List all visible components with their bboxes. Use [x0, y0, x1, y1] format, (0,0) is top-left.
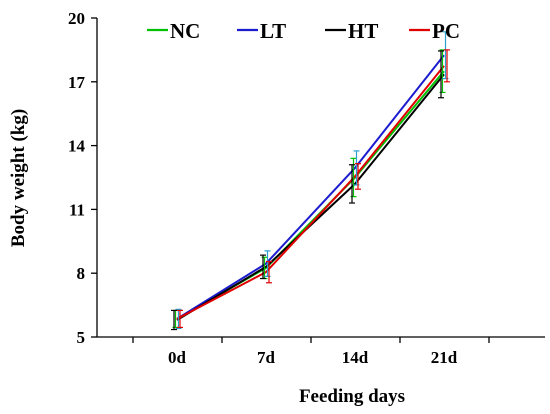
y-tick-label: 11	[69, 200, 85, 219]
y-tick-label: 17	[68, 73, 86, 92]
legend-label-nc: NC	[170, 19, 200, 43]
x-tick-label: 21d	[431, 348, 458, 367]
y-tick-label: 20	[68, 9, 85, 28]
series-line-nc	[176, 70, 445, 320]
x-tick-label: 0d	[168, 348, 187, 367]
legend-label-ht: HT	[348, 19, 378, 43]
x-axis-title: Feeding days	[299, 386, 405, 407]
series-line-lt	[176, 54, 445, 320]
axes: 5 8 11 14 17 20 0d 7d 14d 21d	[68, 9, 545, 367]
y-tick-label: 8	[77, 264, 86, 283]
series-line-ht	[176, 73, 445, 321]
legend: NC LT HT PC	[147, 19, 460, 43]
x-tick-label: 7d	[257, 348, 276, 367]
error-bars	[171, 31, 450, 331]
series-lines	[176, 54, 445, 321]
x-tick-label: 14d	[342, 348, 369, 367]
legend-label-pc: PC	[432, 19, 460, 43]
y-tick-label: 5	[77, 328, 86, 347]
legend-label-lt: LT	[260, 19, 286, 43]
series-line-pc	[176, 65, 445, 320]
y-tick-label: 14	[68, 137, 86, 156]
y-axis-title: Body weight (kg)	[8, 109, 29, 247]
